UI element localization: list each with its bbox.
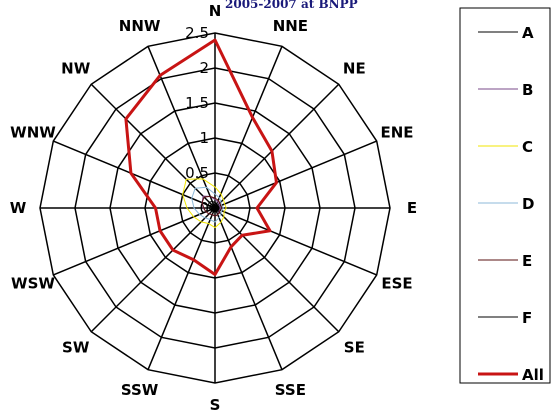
legend-label: All: [522, 366, 544, 384]
grid-spoke: [53, 140, 216, 209]
grid-spoke: [214, 140, 377, 209]
tick-label: 1.5: [185, 94, 209, 112]
grid-spoke: [214, 46, 283, 209]
grid-spoke: [90, 83, 216, 209]
series-line-f: [209, 203, 219, 212]
polar-grid: [39, 32, 391, 384]
tick-label: 2: [199, 59, 209, 77]
series-line-c: [182, 178, 227, 229]
direction-label: SW: [62, 338, 90, 356]
series-lines: [124, 38, 278, 276]
direction-label: ESE: [381, 274, 412, 292]
grid-spoke: [214, 207, 377, 276]
legend-label: C: [522, 138, 533, 156]
direction-label: NW: [61, 60, 91, 78]
grid-spoke: [147, 46, 216, 209]
direction-label: W: [10, 199, 27, 217]
legend: A B C D E F All: [459, 7, 551, 384]
legend-label: F: [522, 309, 532, 327]
tick-label: 0.5: [185, 164, 209, 182]
series-line-all: [124, 38, 278, 276]
series-line-d: [191, 186, 224, 223]
direction-label: N: [209, 2, 222, 20]
legend-box: [459, 7, 551, 384]
direction-label: SE: [344, 338, 365, 356]
grid-spoke: [147, 207, 216, 370]
direction-label: WSW: [11, 274, 55, 292]
direction-label: NNE: [273, 17, 308, 35]
direction-label: ENE: [380, 124, 413, 142]
direction-label: SSW: [121, 381, 159, 399]
series-line-e: [201, 195, 223, 217]
legend-label: A: [522, 24, 534, 42]
grid-spoke: [214, 83, 340, 209]
direction-label: WNW: [10, 124, 56, 142]
grid-spoke: [90, 207, 216, 333]
direction-label: NNW: [119, 17, 161, 35]
legend-label: E: [522, 252, 532, 270]
tick-label: 2.5: [185, 24, 209, 42]
direction-label: SSE: [275, 381, 306, 399]
direction-label: E: [407, 199, 417, 217]
direction-label: NE: [343, 60, 366, 78]
grid-spoke: [214, 207, 340, 333]
grid-spoke: [214, 207, 283, 370]
legend-label: B: [522, 81, 533, 99]
grid-spoke: [53, 207, 216, 276]
chart-title: 2005-2007 at BNPP: [225, 0, 358, 11]
legend-label: D: [522, 195, 534, 213]
series-line-a: [208, 201, 220, 213]
tick-label: 1: [199, 129, 209, 147]
direction-label: S: [210, 396, 221, 414]
direction-labels: N NNE NE ENE E ESE SE SSE S SSW SW WSW W WNW NW NNW: [10, 2, 417, 414]
